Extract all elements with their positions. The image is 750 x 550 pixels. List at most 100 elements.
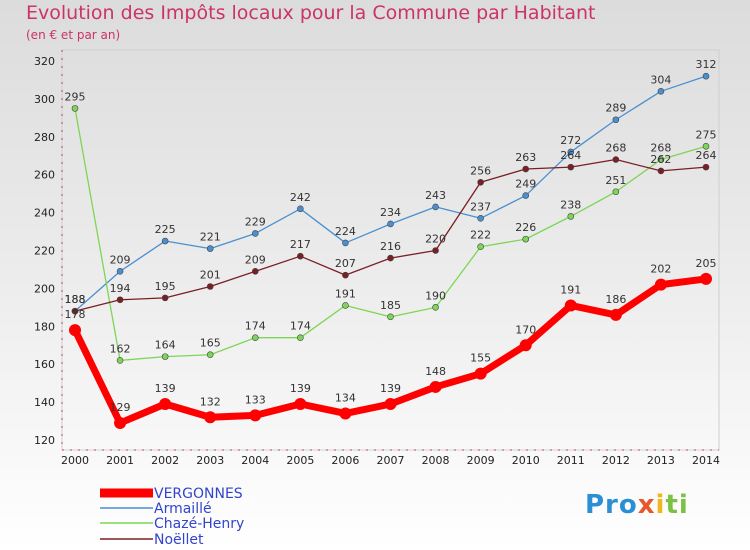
x-tick-label: 2002: [151, 454, 179, 467]
data-point-vergonnes: [114, 416, 127, 429]
data-point-noellet: [206, 283, 214, 290]
data-label-armaille: 289: [605, 102, 626, 115]
data-label-vergonnes: 155: [470, 352, 491, 365]
x-tick-label: 2013: [647, 454, 675, 467]
data-point-vergonnes: [159, 397, 172, 410]
data-label-chaze-henry: 174: [245, 320, 266, 333]
data-label-chaze-henry: 222: [470, 229, 491, 242]
data-label-vergonnes: 129: [110, 401, 131, 414]
data-point-chaze-henry: [702, 142, 710, 150]
data-point-noellet: [116, 296, 124, 304]
data-label-chaze-henry: 268: [650, 142, 671, 155]
legend-entry-chaze-henry: Chazé-Henry: [154, 516, 244, 532]
data-point-chaze-henry: [522, 235, 530, 243]
data-label-vergonnes: 202: [650, 263, 671, 276]
data-label-armaille: 272: [560, 134, 581, 147]
data-label-chaze-henry: 295: [65, 90, 86, 103]
data-label-armaille: 304: [650, 73, 671, 86]
data-point-vergonnes: [654, 278, 667, 291]
x-tick-label: 2003: [196, 454, 224, 467]
data-point-chaze-henry: [161, 353, 169, 360]
legend-entry-armaille: Armaillé: [154, 501, 212, 517]
data-label-chaze-henry: 190: [425, 289, 446, 302]
chart-subtitle: (en € et par an): [26, 28, 121, 42]
data-point-noellet: [702, 163, 710, 171]
data-point-vergonnes: [339, 407, 352, 420]
data-label-chaze-henry: 164: [155, 339, 176, 352]
data-label-noellet: 217: [290, 238, 311, 251]
data-point-chaze-henry: [116, 357, 124, 364]
data-point-vergonnes: [294, 397, 307, 410]
data-point-armaille: [567, 148, 575, 156]
data-point-chaze-henry: [477, 243, 484, 251]
data-label-noellet: 209: [245, 253, 266, 266]
data-point-noellet: [342, 271, 349, 279]
data-point-armaille: [297, 205, 304, 213]
data-label-armaille: 225: [155, 223, 176, 236]
data-label-vergonnes: 139: [155, 382, 176, 395]
data-point-chaze-henry: [432, 304, 439, 311]
data-point-vergonnes: [609, 308, 622, 321]
data-point-armaille: [387, 220, 394, 228]
data-point-noellet: [251, 268, 259, 275]
data-label-noellet: 188: [65, 293, 86, 306]
data-point-vergonnes: [474, 367, 487, 380]
data-point-noellet: [161, 294, 169, 302]
x-tick-label: 2007: [377, 454, 405, 467]
data-point-vergonnes: [69, 324, 81, 337]
data-label-chaze-henry: 162: [110, 342, 131, 355]
data-point-chaze-henry: [206, 351, 214, 359]
y-tick-label: 140: [34, 396, 55, 409]
data-label-armaille: 234: [380, 206, 401, 219]
data-label-armaille: 224: [335, 225, 356, 238]
data-point-armaille: [161, 237, 169, 245]
y-tick-label: 280: [34, 131, 55, 144]
x-tick-label: 2014: [692, 454, 720, 467]
data-label-armaille: 242: [290, 191, 311, 204]
data-point-noellet: [71, 307, 79, 315]
data-point-armaille: [612, 116, 620, 124]
data-point-noellet: [567, 163, 575, 171]
data-label-noellet: 201: [200, 269, 221, 282]
data-point-chaze-henry: [297, 334, 304, 341]
legend-entry-vergonnes: VERGONNES: [154, 486, 243, 502]
x-tick-label: 2004: [241, 454, 269, 467]
x-tick-label: 2005: [286, 454, 314, 467]
y-tick-label: 300: [34, 93, 55, 106]
data-point-vergonnes: [700, 272, 712, 285]
data-label-vergonnes: 148: [425, 365, 446, 378]
data-label-armaille: 188: [65, 293, 86, 306]
data-label-armaille: 221: [200, 231, 221, 244]
data-label-armaille: 243: [425, 189, 446, 202]
data-label-vergonnes: 178: [65, 308, 86, 321]
data-label-chaze-henry: 191: [335, 287, 356, 300]
data-point-armaille: [432, 203, 439, 211]
y-tick-label: 240: [34, 207, 55, 220]
data-point-armaille: [702, 72, 710, 80]
data-label-chaze-henry: 185: [380, 299, 401, 312]
data-point-vergonnes: [204, 411, 217, 424]
data-label-vergonnes: 191: [560, 283, 581, 296]
data-point-noellet: [297, 252, 304, 260]
x-tick-label: 2008: [422, 454, 450, 467]
x-tick-label: 2000: [61, 454, 89, 467]
data-label-noellet: 256: [470, 164, 491, 177]
data-point-chaze-henry: [342, 302, 349, 309]
data-label-vergonnes: 186: [605, 293, 626, 306]
data-point-noellet: [657, 167, 665, 175]
data-label-vergonnes: 133: [245, 393, 266, 406]
x-tick-label: 2011: [557, 454, 585, 467]
data-point-noellet: [387, 254, 394, 262]
y-tick-label: 260: [34, 169, 55, 182]
x-tick-label: 2001: [106, 454, 134, 467]
y-tick-label: 200: [34, 282, 55, 295]
y-tick-label: 320: [34, 55, 55, 68]
data-point-chaze-henry: [71, 105, 79, 112]
data-point-noellet: [477, 178, 484, 186]
data-label-armaille: 312: [696, 58, 717, 71]
data-point-chaze-henry: [387, 313, 394, 321]
data-point-armaille: [342, 239, 349, 247]
data-label-noellet: 216: [380, 240, 401, 253]
